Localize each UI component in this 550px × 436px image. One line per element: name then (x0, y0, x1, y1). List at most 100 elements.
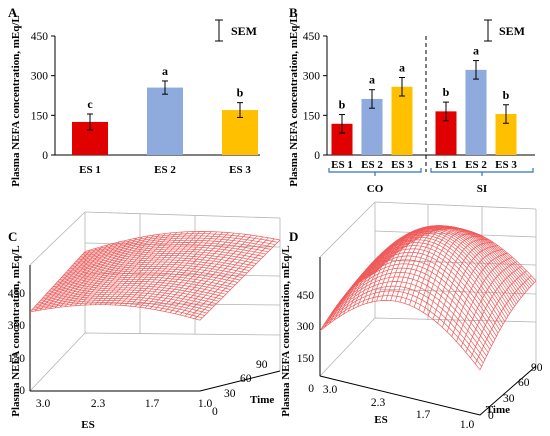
panel-a-letter: A (8, 5, 18, 20)
group-label-co: CO (367, 183, 384, 195)
panel-c-surface-line (89, 234, 155, 306)
panel-c-time-tick: 0 (212, 406, 218, 418)
panel-d-surface-line (380, 227, 437, 301)
panel-c-surface-line (174, 234, 252, 315)
panel-a-y-tick-label: 0 (42, 150, 48, 162)
panel-d-surface-line (371, 231, 428, 303)
panel-d-surface-line (427, 235, 484, 316)
panel-a-category-label: ES 2 (154, 164, 176, 176)
panel-b-significance-letter: b (339, 98, 346, 112)
panel-d-surface-line (413, 228, 470, 308)
panel-c-x-tick: 3.0 (36, 398, 51, 410)
panel-d-surface-line (343, 251, 399, 315)
panel-c-surface-line (29, 251, 86, 313)
panel-d-surface-line (376, 229, 432, 302)
panel-b-category-label: ES 3 (391, 159, 413, 171)
panel-b-letter: B (289, 5, 298, 20)
panel-c-surface-line (134, 231, 206, 307)
panel-c-x-ticks: 3.0 2.3 1.7 1.0 (36, 398, 213, 410)
panel-b-y-tick-label: 300 (303, 71, 321, 83)
panel-c-surface-line (109, 232, 178, 306)
panel-a-bars: 0 150 300 450 c ES 1 a ES 2 b ES 3 (31, 31, 258, 176)
panel-b-sem-label: SEM (499, 24, 525, 38)
panel-b-category-label: ES 1 (435, 159, 457, 171)
panel-b-category-label: ES 2 (361, 159, 383, 171)
panel-b-category-label: ES 2 (465, 159, 487, 171)
panel-d-surface-line (338, 255, 394, 318)
panel-c: C Plasma NEFA concentration, mEq/L 0 150… (8, 211, 281, 431)
panel-c-surface-line (114, 231, 183, 306)
panel-c-surface-line (169, 234, 246, 313)
panel-d-time-tick: 90 (531, 362, 543, 374)
panel-c-surface-line (194, 238, 275, 320)
panel-c-time-ticks: 0 30 60 90 (212, 359, 268, 418)
panel-c-surface-line (59, 241, 120, 308)
panel-c-x-axis-label: ES (81, 419, 94, 431)
panel-d-z-tick: 150 (297, 353, 315, 365)
panel-d-surface-line (390, 225, 447, 301)
panel-d-surface-line (456, 256, 513, 342)
panel-d-x-ticks: 3.0 2.3 1.7 1.0 (323, 384, 475, 431)
panel-d-surface-line (409, 227, 466, 306)
panel-c-surface-line (129, 231, 200, 307)
panel-b-significance-letter: a (369, 73, 375, 87)
panel-c-surface-line (144, 231, 218, 309)
panel-b-category-label: ES 1 (331, 159, 353, 171)
panel-c-surface-line (49, 244, 109, 309)
panel-d-time-ticks: 0 30 60 90 (488, 362, 543, 422)
panel-c-surface-line (154, 232, 229, 310)
panel-d-surface-line (432, 239, 489, 320)
panel-d-time-tick: 0 (488, 410, 494, 422)
panel-d-surface-line (324, 267, 380, 328)
panel-a-y-tick-label: 450 (31, 31, 49, 43)
panel-c-surface-line (99, 233, 166, 305)
panel-d-surface-line (470, 270, 527, 359)
panel-d-surface-line (474, 275, 532, 365)
panel-b-bar (361, 98, 383, 155)
panel-c-surface-line (104, 232, 172, 305)
panel-d-surface-line (460, 261, 518, 348)
panel-d-surface-line (399, 225, 456, 303)
panel-d-surface-line (423, 233, 480, 313)
panel-a-significance-letter: c (87, 97, 93, 111)
panel-c-z-tick: 0 (19, 385, 25, 397)
panel-c-surface (29, 231, 281, 321)
panel-d-surface-line (329, 263, 385, 324)
panel-c-surface-line (84, 235, 149, 306)
panel-d-z-tick: 300 (297, 321, 315, 333)
panel-c-surface-line (124, 231, 195, 306)
panel-d-surface-line (357, 240, 413, 307)
panel-d: D Plasma NEFA concentration, mEq/L 0 150… (280, 201, 543, 431)
panel-c-x-tick: 2.3 (91, 398, 106, 410)
panel-c-surface-line (189, 237, 269, 318)
panel-c-time-tick: 30 (224, 388, 236, 400)
panel-b: B Plasma NEFA concentration, mEq/L 0 150 3… (288, 5, 535, 195)
panel-c-surface-line (139, 231, 212, 308)
panel-d-z-ticks: 0 150 300 450 (297, 290, 315, 395)
panel-c-surface-line (119, 231, 189, 306)
panel-c-surface-line (149, 231, 223, 310)
panel-b-bar (331, 123, 353, 155)
panel-c-surface-line (69, 238, 132, 307)
panel-a-significance-letter: b (237, 86, 244, 100)
panel-d-time-axis-label: Time (486, 404, 510, 416)
panel-c-surface-line (179, 235, 258, 316)
panel-c-x-tick: 1.7 (145, 398, 160, 410)
panel-c-surface-line (39, 247, 97, 311)
panel-c-surface-line (64, 240, 126, 307)
panel-b-y-tick-label: 150 (303, 110, 321, 122)
panel-c-surface-line (54, 243, 114, 309)
panel-c-surface-line (44, 246, 103, 310)
panel-a-sem-legend: SEM (215, 19, 257, 42)
panel-a-category-label: ES 1 (79, 164, 101, 176)
panel-a-significance-letter: a (162, 64, 168, 78)
panel-a: A Plasma NEFA concentration, mEq/L 0 150 3… (8, 5, 260, 187)
panel-b-bar (495, 114, 517, 155)
panel-d-time-tick: 30 (503, 393, 515, 405)
panel-c-surface-line (159, 232, 235, 311)
panel-c-z-tick: 300 (8, 320, 26, 332)
panel-a-sem-label: SEM (231, 24, 257, 38)
panel-c-time-tick: 60 (240, 373, 252, 385)
panel-b-bar (391, 86, 413, 155)
